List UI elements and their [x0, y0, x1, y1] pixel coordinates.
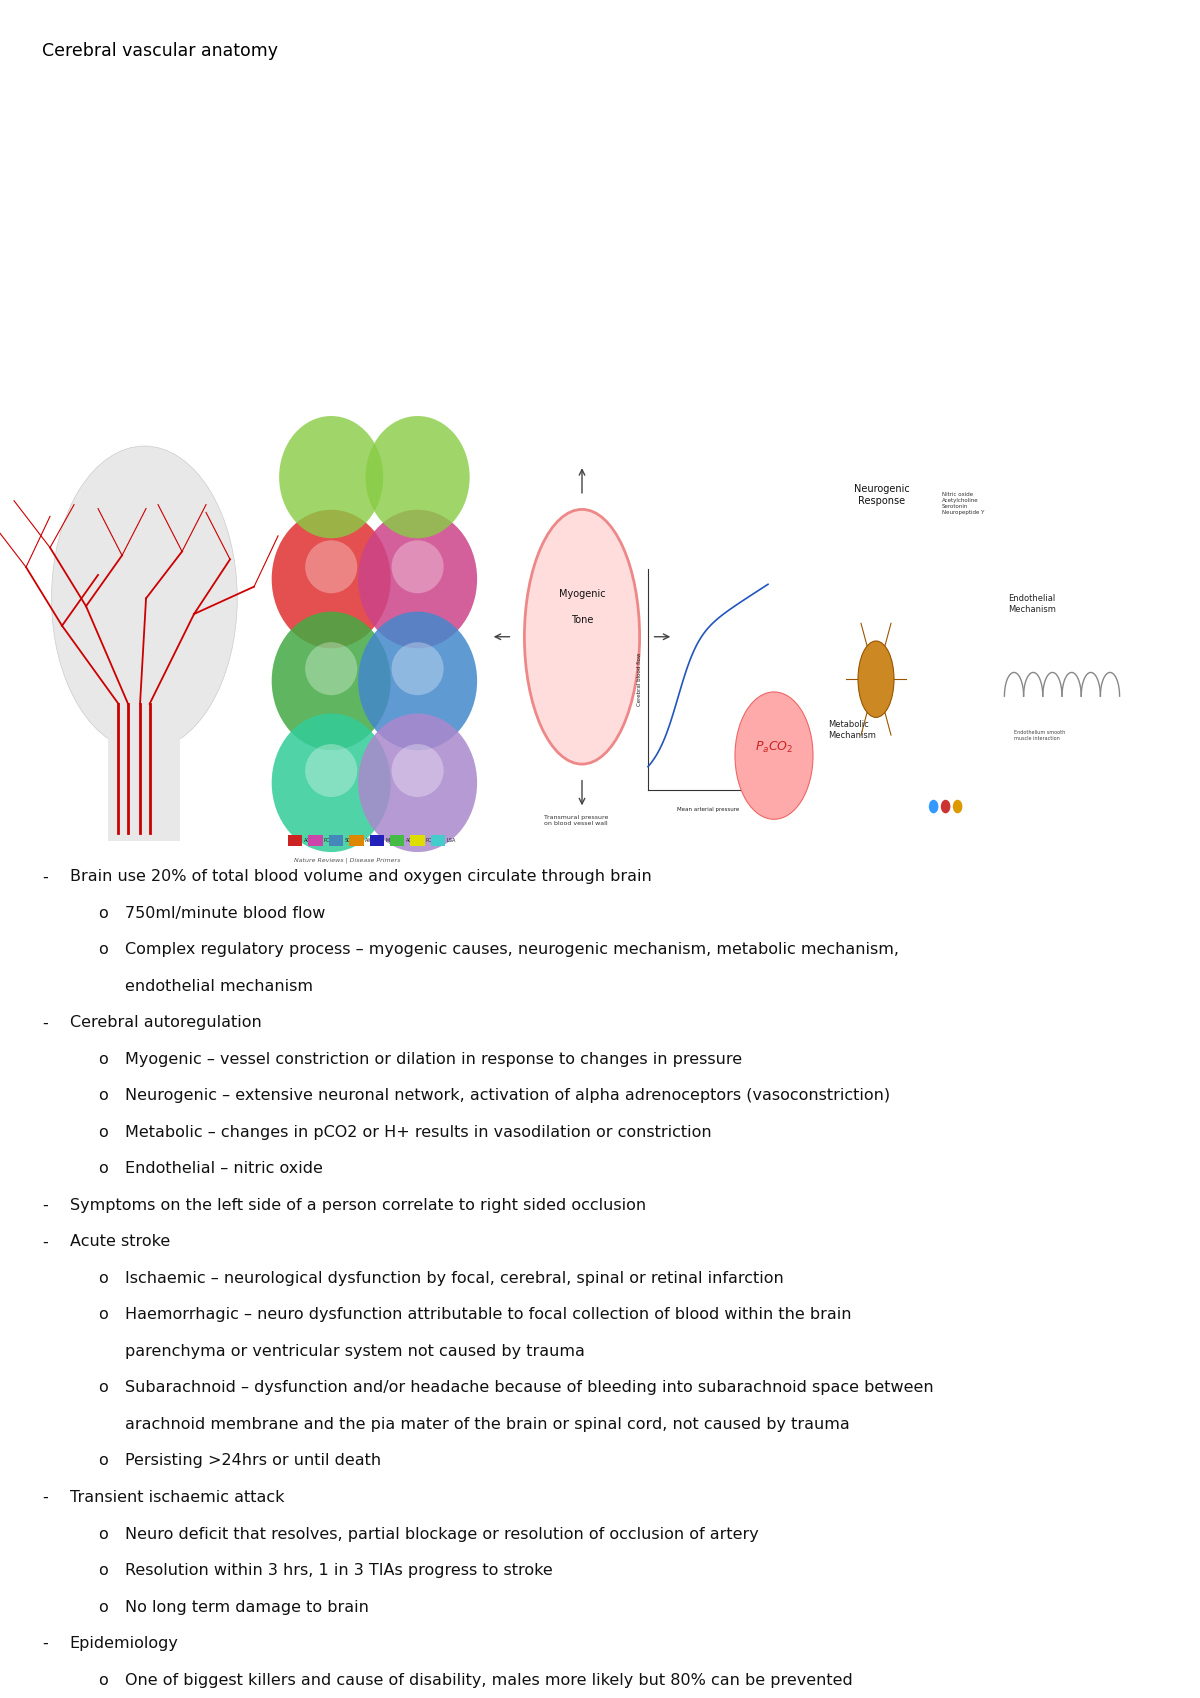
Circle shape: [929, 800, 938, 813]
Text: Symptoms on the left side of a person correlate to right sided occlusion: Symptoms on the left side of a person co…: [70, 1199, 646, 1212]
Text: $\mathit{P}_a\mathit{CO}_2$: $\mathit{P}_a\mathit{CO}_2$: [755, 740, 793, 754]
Text: o: o: [98, 1053, 108, 1066]
Ellipse shape: [524, 509, 640, 764]
Text: Neurogenic – extensive neuronal network, activation of alpha adrenoceptors (vaso: Neurogenic – extensive neuronal network,…: [125, 1088, 890, 1104]
Text: o: o: [98, 1380, 108, 1396]
Text: Transmural pressure
on blood vessel wall: Transmural pressure on blood vessel wall: [544, 815, 608, 825]
Ellipse shape: [280, 416, 383, 538]
Text: -: -: [42, 1234, 48, 1250]
Text: AICA: AICA: [365, 839, 377, 842]
Ellipse shape: [734, 693, 814, 818]
Bar: [288, 835, 302, 846]
Text: o: o: [98, 942, 108, 958]
Ellipse shape: [52, 447, 238, 751]
Text: parenchyma or ventricular system not caused by trauma: parenchyma or ventricular system not cau…: [125, 1345, 584, 1358]
Text: Persisting >24hrs or until death: Persisting >24hrs or until death: [125, 1453, 380, 1469]
Ellipse shape: [391, 744, 444, 796]
Text: Transient ischaemic attack: Transient ischaemic attack: [70, 1491, 284, 1504]
Text: -: -: [42, 869, 48, 885]
Text: Metabolic – changes in pCO2 or H+ results in vasodilation or constriction: Metabolic – changes in pCO2 or H+ result…: [125, 1126, 712, 1139]
Text: One of biggest killers and cause of disability, males more likely but 80% can be: One of biggest killers and cause of disa…: [125, 1673, 852, 1688]
Text: Endothelial
Mechanism: Endothelial Mechanism: [1008, 594, 1056, 613]
Text: MCA: MCA: [385, 839, 396, 842]
Text: Haemorrhagic – neuro dysfunction attributable to focal collection of blood withi: Haemorrhagic – neuro dysfunction attribu…: [125, 1307, 851, 1323]
Text: arachnoid membrane and the pia mater of the brain or spinal cord, not caused by : arachnoid membrane and the pia mater of …: [125, 1418, 850, 1431]
Text: Acute stroke: Acute stroke: [70, 1234, 170, 1250]
Text: ACHA: ACHA: [406, 839, 419, 842]
Bar: [329, 835, 343, 846]
Text: Ischaemic – neurological dysfunction by focal, cerebral, spinal or retinal infar: Ischaemic – neurological dysfunction by …: [125, 1272, 784, 1285]
Text: -: -: [42, 1637, 48, 1650]
Text: Resolution within 3 hrs, 1 in 3 TIAs progress to stroke: Resolution within 3 hrs, 1 in 3 TIAs pro…: [125, 1564, 552, 1577]
Text: o: o: [98, 907, 108, 920]
Ellipse shape: [305, 744, 358, 796]
Text: endothelial mechanism: endothelial mechanism: [125, 980, 313, 993]
Ellipse shape: [358, 509, 478, 649]
Text: o: o: [98, 1126, 108, 1139]
Text: o: o: [98, 1161, 108, 1177]
Text: Complex regulatory process – myogenic causes, neurogenic mechanism, metabolic me: Complex regulatory process – myogenic ca…: [125, 942, 899, 958]
Text: o: o: [98, 1453, 108, 1469]
Text: PCA: PCA: [324, 839, 334, 842]
Ellipse shape: [305, 540, 358, 593]
Text: Endothelium smooth
muscle interaction: Endothelium smooth muscle interaction: [1014, 730, 1066, 740]
Text: SCA: SCA: [344, 839, 354, 842]
Text: Myogenic – vessel constriction or dilation in response to changes in pressure: Myogenic – vessel constriction or dilati…: [125, 1053, 742, 1066]
Ellipse shape: [391, 642, 444, 694]
Text: 750ml/minute blood flow: 750ml/minute blood flow: [125, 907, 325, 920]
Text: Brain use 20% of total blood volume and oxygen circulate through brain: Brain use 20% of total blood volume and …: [70, 869, 652, 885]
Text: o: o: [98, 1564, 108, 1577]
Ellipse shape: [305, 642, 358, 694]
Text: Tone: Tone: [571, 615, 593, 625]
Circle shape: [941, 800, 950, 813]
Ellipse shape: [358, 713, 478, 852]
Text: PCA: PCA: [426, 839, 436, 842]
Text: Cerebral vascular anatomy: Cerebral vascular anatomy: [42, 42, 278, 61]
Text: Myogenic: Myogenic: [559, 589, 605, 599]
Bar: [308, 835, 323, 846]
Text: o: o: [98, 1307, 108, 1323]
Ellipse shape: [271, 611, 391, 751]
Text: LSA: LSA: [446, 839, 456, 842]
Text: Endothelial – nitric oxide: Endothelial – nitric oxide: [125, 1161, 323, 1177]
Text: Mean arterial pressure: Mean arterial pressure: [677, 807, 739, 812]
Ellipse shape: [858, 642, 894, 718]
Ellipse shape: [391, 540, 444, 593]
Text: Cerebral autoregulation: Cerebral autoregulation: [70, 1015, 262, 1031]
Text: o: o: [98, 1600, 108, 1615]
Text: ACA: ACA: [304, 839, 313, 842]
Text: o: o: [98, 1673, 108, 1688]
Bar: [410, 835, 425, 846]
Text: -: -: [42, 1015, 48, 1031]
Bar: [370, 835, 384, 846]
Bar: [390, 835, 404, 846]
Text: Nitric oxide
Acetylcholine
Serotonin
Neuropeptide Y: Nitric oxide Acetylcholine Serotonin Neu…: [942, 492, 984, 514]
Bar: [431, 835, 445, 846]
Text: Neuro deficit that resolves, partial blockage or resolution of occlusion of arte: Neuro deficit that resolves, partial blo…: [125, 1527, 758, 1542]
Ellipse shape: [358, 611, 478, 751]
Text: Nature Reviews | Disease Primers: Nature Reviews | Disease Primers: [294, 857, 401, 863]
Text: o: o: [98, 1527, 108, 1542]
Text: No long term damage to brain: No long term damage to brain: [125, 1600, 368, 1615]
Ellipse shape: [271, 713, 391, 852]
Text: o: o: [98, 1088, 108, 1104]
Bar: [0, 441, 1200, 849]
Ellipse shape: [366, 416, 469, 538]
Text: Metabolic
Mechanism: Metabolic Mechanism: [828, 720, 876, 740]
Bar: [349, 835, 364, 846]
Text: Epidemiology: Epidemiology: [70, 1637, 179, 1650]
Text: Cerebral blood flow: Cerebral blood flow: [637, 652, 642, 706]
Bar: [108, 732, 180, 841]
Text: -: -: [42, 1199, 48, 1212]
Text: -: -: [42, 1491, 48, 1504]
Text: Subarachnoid – dysfunction and/or headache because of bleeding into subarachnoid: Subarachnoid – dysfunction and/or headac…: [125, 1380, 934, 1396]
Text: Neurogenic
Response: Neurogenic Response: [854, 484, 910, 506]
Circle shape: [953, 800, 962, 813]
Ellipse shape: [271, 509, 391, 649]
Text: o: o: [98, 1272, 108, 1285]
